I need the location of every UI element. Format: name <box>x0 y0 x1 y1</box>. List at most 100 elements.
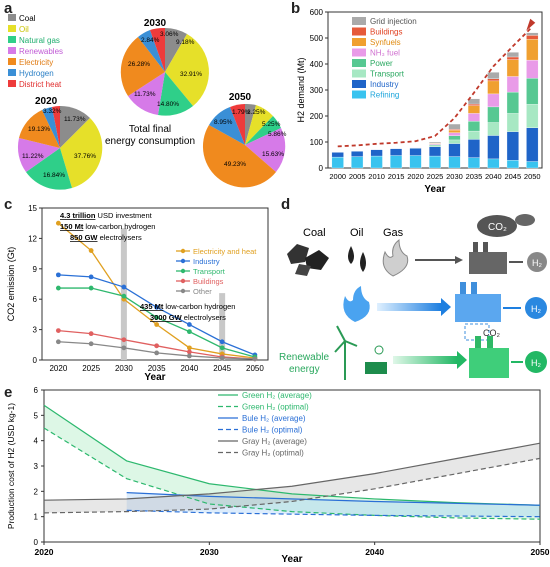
x-tick-label: 2005 <box>349 172 366 181</box>
legend-swatch-hydrogen <box>8 69 16 76</box>
legend-marker <box>180 268 186 274</box>
bar-segment <box>487 135 500 160</box>
bar-segment <box>526 78 539 105</box>
x-tick-label: 2045 <box>504 172 521 181</box>
legend-swatch-coal <box>8 14 16 21</box>
bar-segment <box>526 104 539 128</box>
y-tick-label: 600 <box>310 8 324 17</box>
blue-flame-icon <box>343 286 370 322</box>
panel-label-a: a <box>4 0 13 17</box>
series-point <box>186 322 192 327</box>
x-tick-label: 2050 <box>524 172 541 181</box>
annotation-value: 3000 GW <box>150 313 183 322</box>
legend-label: Buildings <box>370 28 402 37</box>
x-tick-label: 2050 <box>531 547 550 557</box>
series-point <box>186 329 192 335</box>
annotation-value: 850 GW <box>70 233 98 242</box>
y-tick-label: 1 <box>34 513 39 522</box>
bar-segment <box>526 35 539 40</box>
bar-segment <box>467 157 480 169</box>
center-text-line1: Total final <box>129 124 171 135</box>
legend-label: Green H₂ (average) <box>242 391 312 400</box>
legend-label: Transport <box>370 70 405 79</box>
series-line <box>57 222 255 359</box>
h2-green-circle <box>525 351 547 373</box>
bar-segment <box>467 130 480 140</box>
renewable-label-2: energy <box>289 364 320 375</box>
factory-blue-icon <box>455 282 501 341</box>
series-point <box>55 272 61 278</box>
y-axis-label: CO2 emission (Gt) <box>6 247 16 322</box>
annotation-text: low-carbon hydrogen <box>83 222 155 231</box>
y-tick-label: 12 <box>28 234 37 243</box>
pie-label: 49.23% <box>224 161 246 168</box>
pie-label: 5.86% <box>268 131 287 138</box>
panel-c-chart: 0 3 6 9 12 15 2020 2025 2030 2035 2040 2045 2050 Elec… <box>6 204 269 383</box>
bar-segment <box>448 132 461 136</box>
pie-slice <box>209 107 245 145</box>
series-point <box>88 274 94 280</box>
pie-label: 19.13% <box>28 126 50 133</box>
pie-label: 9.18% <box>176 39 195 46</box>
pie-slice <box>60 105 90 148</box>
x-tick-label: 2025 <box>82 364 100 373</box>
arrow-blue <box>377 303 441 311</box>
oil-label: Oil <box>350 227 363 239</box>
gas-label: Gas <box>383 227 404 239</box>
pie-label: 2.84% <box>141 37 160 44</box>
blue-band <box>126 492 541 517</box>
annotation-text: USD investment <box>95 211 152 220</box>
x-axis-label: Year <box>424 184 445 195</box>
bar-segment <box>448 123 461 130</box>
legend-gas: Natural gas <box>19 36 60 45</box>
co2-label-top: CO₂ <box>488 222 507 233</box>
x-tick-label: 2035 <box>148 364 166 373</box>
x-tick-label: 2040 <box>365 547 384 557</box>
panel-label-b: b <box>291 0 301 17</box>
y-tick-label: 2 <box>34 487 39 496</box>
bar-segment <box>526 59 539 79</box>
bar-segment <box>429 155 441 169</box>
bar-segment <box>429 144 441 146</box>
legend-renewables: Renewables <box>19 47 63 56</box>
pie-slice <box>202 125 276 188</box>
bar-segment <box>370 155 383 169</box>
pie-label: 15.63% <box>262 151 284 158</box>
x-tick-label: 2025 <box>427 172 444 181</box>
x-tick-label: 2030 <box>446 172 463 181</box>
series-point <box>219 345 225 351</box>
series-line <box>43 442 541 501</box>
panel-label-d: d <box>281 196 291 213</box>
x-tick-label: 2040 <box>180 364 198 373</box>
legend-swatch <box>352 69 366 78</box>
pie-label: 11.73% <box>64 116 86 123</box>
legend-marker <box>180 258 186 264</box>
bar-segment <box>526 127 539 162</box>
trend-arrow <box>337 26 533 148</box>
legend-label: Gray H₂ (optimal) <box>242 449 304 458</box>
annotation-value: 4.3 trillion <box>60 211 96 220</box>
pie-slice <box>42 107 60 148</box>
annotation: 435 Mt low-carbon hydrogen <box>140 302 235 311</box>
x-tick-label: 2035 <box>466 172 483 181</box>
series-point <box>121 337 127 343</box>
legend-swatch-gas <box>8 36 16 43</box>
bar-segment <box>429 146 441 157</box>
legend-label: Buildings <box>193 277 224 286</box>
series-point <box>55 220 61 226</box>
bar-segment <box>487 72 500 79</box>
legend-electricity: Electricity <box>19 58 53 67</box>
legend-hydrogen: Hydrogen <box>19 69 54 78</box>
y-tick-label: 5 <box>34 411 39 420</box>
legend-label: Industry <box>193 257 220 266</box>
bar-segment <box>409 148 422 156</box>
panel-label-e: e <box>4 384 13 401</box>
bar-segment <box>429 145 441 147</box>
bar-segment <box>448 143 461 157</box>
series-line <box>126 492 541 506</box>
factory-green-icon <box>469 336 509 378</box>
series-point <box>154 350 160 356</box>
pie-label: 1.79% <box>232 109 251 116</box>
pie-label: 8.95% <box>214 119 233 126</box>
legend-label: Industry <box>370 80 398 89</box>
